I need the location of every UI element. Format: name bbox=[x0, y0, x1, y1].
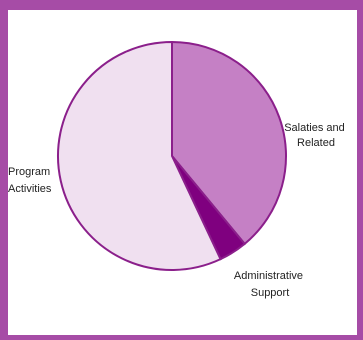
pie-slice-program-activities bbox=[57, 40, 222, 271]
pie-slices bbox=[57, 40, 287, 271]
slice-label-administrative-support: Administrative Support bbox=[234, 270, 306, 299]
pie-slice-salaries bbox=[171, 40, 287, 246]
slice-label-program-activities: Program Activities bbox=[8, 166, 53, 195]
pie-labels: Salaties and Related Administrative Supp… bbox=[8, 122, 348, 299]
slice-label-salaries: Salaties and Related bbox=[284, 122, 348, 149]
